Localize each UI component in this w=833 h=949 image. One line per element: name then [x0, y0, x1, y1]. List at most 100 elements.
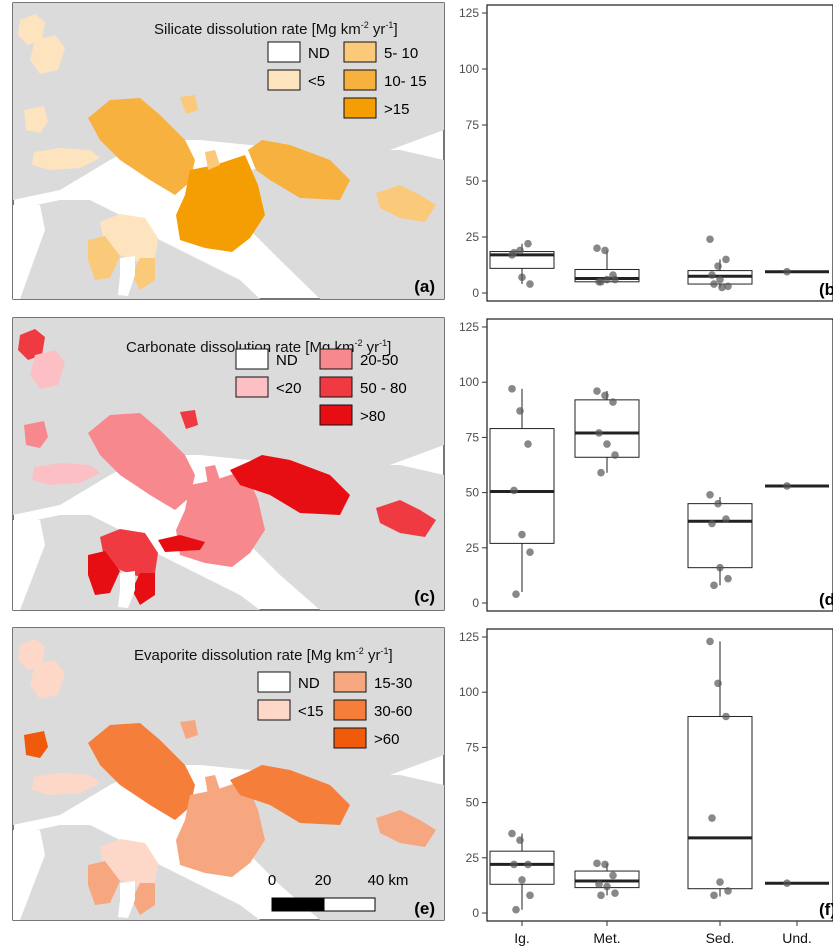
panel-letter: (a) [414, 277, 435, 296]
legend-swatch [343, 97, 377, 119]
data-point [611, 451, 619, 459]
basin [32, 463, 100, 485]
legend-swatch [333, 727, 367, 749]
data-point [518, 876, 526, 884]
basin [30, 35, 65, 74]
y-tick-label: 25 [466, 851, 480, 865]
basin [376, 810, 436, 847]
data-point [710, 891, 718, 900]
basin [88, 98, 195, 195]
data-point [708, 519, 716, 528]
legend-swatch [343, 69, 377, 91]
y-tick-label: 100 [459, 375, 479, 389]
y-tick-label: 75 [466, 430, 480, 444]
panel-letter: (b) [819, 280, 833, 299]
basin [32, 773, 100, 795]
legend-label: 10- 15 [384, 73, 427, 90]
legend-swatch [319, 348, 353, 370]
y-tick-label: 125 [459, 6, 479, 20]
legend: ND <20 20-50 50 - 80 >80 [235, 348, 407, 426]
data-point [609, 398, 617, 406]
legend-label: >15 [384, 101, 409, 118]
data-point [603, 882, 611, 891]
panel-letter: (d) [819, 590, 833, 609]
map-panel-a: Silicate dissolution rate [Mg km-2 yr-1]… [12, 2, 445, 300]
basin [88, 551, 120, 595]
data-point [601, 246, 609, 255]
legend-swatch [319, 376, 353, 398]
legend-swatch [319, 404, 353, 426]
data-point [524, 860, 532, 869]
data-point [716, 275, 724, 284]
data-point [601, 860, 609, 869]
basin [132, 573, 155, 605]
y-tick-label: 75 [466, 118, 480, 132]
y-tick-label: 50 [466, 486, 480, 500]
data-point [714, 679, 722, 688]
data-point [708, 271, 716, 279]
basin [18, 639, 45, 670]
data-point [597, 468, 605, 477]
y-tick-label: 100 [459, 685, 479, 699]
basin [205, 150, 220, 170]
y-tick-label: 50 [466, 174, 480, 188]
legend-swatch [235, 348, 269, 370]
basin [32, 148, 100, 170]
basin [88, 723, 195, 820]
basin [376, 185, 436, 222]
data-point [601, 391, 609, 400]
data-point [783, 482, 791, 490]
data-point [510, 486, 518, 495]
basin [230, 765, 350, 825]
box [574, 399, 640, 458]
legend-swatch [333, 671, 367, 693]
data-point [706, 235, 714, 244]
data-point [722, 712, 730, 721]
legend-swatch [333, 699, 367, 721]
legend-label: 30-60 [374, 703, 412, 720]
data-point [526, 891, 534, 900]
legend-label: 50 - 80 [360, 380, 407, 397]
y-tick-label: 125 [459, 630, 479, 644]
y-tick-label: 75 [466, 740, 480, 754]
legend-title: Evaporite dissolution rate [Mg km-2 yr-1… [134, 646, 393, 664]
legend-swatch [343, 41, 377, 63]
boxplot-panel: 0 25 50 75 100 125 (b) [459, 4, 833, 302]
legend-swatch [235, 376, 269, 398]
data-point [597, 891, 605, 900]
basin [30, 660, 65, 699]
boxplots: 0 25 50 75 100 125 (b) 0 25 50 75 100 125 (d) 0 25 50 75 1… [459, 4, 833, 946]
data-point [512, 905, 520, 914]
scale-tick-label: 0 [268, 872, 276, 889]
basin [248, 140, 350, 200]
basin [132, 883, 155, 915]
data-point [597, 278, 605, 286]
map-panel-e: Evaporite dissolution rate [Mg km-2 yr-1… [12, 627, 445, 921]
data-point [714, 499, 722, 508]
basin [24, 731, 48, 758]
legend-label: 5- 10 [384, 45, 418, 62]
data-point [593, 387, 601, 395]
y-tick-label: 50 [466, 796, 480, 810]
data-point [718, 283, 726, 292]
legend-label: <5 [308, 73, 325, 90]
legend: ND <15 15-30 30-60 >60 [257, 671, 412, 749]
y-tick-label: 125 [459, 320, 479, 334]
data-point [524, 239, 532, 248]
data-point [518, 530, 526, 539]
data-point [783, 879, 791, 887]
data-point [516, 836, 524, 844]
legend: ND <5 5- 10 10- 15 >15 [267, 41, 427, 119]
basin [18, 329, 45, 360]
legend-title: Carbonate dissolution rate [Mg km-2 yr-1… [126, 338, 391, 356]
legend-title: Silicate dissolution rate [Mg km-2 yr-1] [154, 20, 398, 38]
legend-label: 15-30 [374, 675, 412, 692]
y-tick-label: 0 [472, 286, 479, 300]
basin [88, 413, 195, 510]
data-point [706, 637, 714, 646]
legend-label: ND [308, 45, 330, 62]
legend-label: <15 [298, 703, 323, 720]
data-point [516, 246, 524, 255]
data-point [516, 407, 524, 415]
